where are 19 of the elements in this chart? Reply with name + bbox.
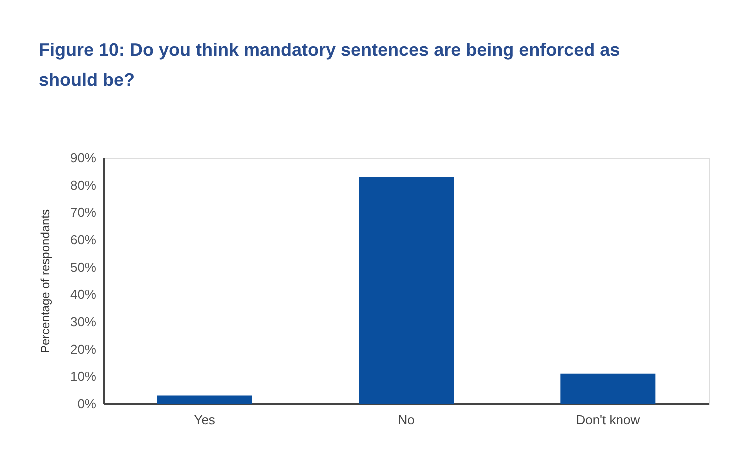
- y-tick-label: 30%: [70, 314, 97, 330]
- bar: [359, 177, 454, 404]
- y-tick-label: 10%: [70, 369, 97, 384]
- y-tick-label: 50%: [70, 260, 97, 275]
- y-tick-label: 70%: [70, 205, 97, 220]
- text: Figure 10: Do you think mandatory sentences are being enforced as: [38, 40, 620, 60]
- x-tick-label: Don't know: [576, 412, 641, 428]
- y-tick-label: 40%: [70, 287, 97, 302]
- x-tick-label: Yes: [194, 412, 216, 428]
- text: should be?: [38, 70, 135, 90]
- y-tick-label: 80%: [70, 178, 97, 193]
- x-tick-label: No: [398, 412, 415, 428]
- y-tick-label: 90%: [70, 150, 97, 166]
- y-tick-label: 0%: [78, 396, 97, 412]
- y-tick-label: 60%: [70, 232, 97, 248]
- y-axis-title: Percentage of respondants: [38, 209, 52, 354]
- y-tick-label: 20%: [70, 342, 97, 357]
- bar: [157, 396, 252, 404]
- bar: [560, 374, 656, 404]
